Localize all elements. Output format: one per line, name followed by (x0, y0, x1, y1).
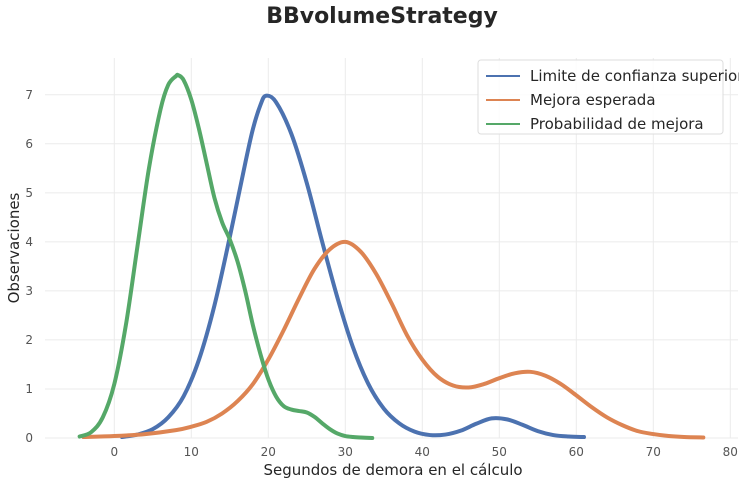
x-tick-label: 10 (184, 445, 199, 459)
x-tick-label: 60 (569, 445, 584, 459)
x-tick-label: 0 (110, 445, 118, 459)
y-tick-label: 4 (25, 235, 33, 249)
x-tick-label: 70 (646, 445, 661, 459)
y-axis-label: Observaciones (5, 192, 23, 303)
y-tick-label: 6 (25, 137, 33, 151)
series-lines (77, 72, 706, 440)
x-tick-label: 30 (338, 445, 353, 459)
y-tick-label: 5 (25, 186, 33, 200)
chart-title: BBvolumeStrategy (266, 4, 498, 29)
y-tick-label: 0 (25, 431, 33, 445)
y-tick-label: 2 (25, 333, 33, 347)
x-tick-label: 40 (415, 445, 430, 459)
y-tick-label: 7 (25, 88, 33, 102)
x-tick-label: 20 (261, 445, 276, 459)
series-line-limite-de-confianza-superior (120, 93, 586, 440)
series-line-mejora-esperada (81, 239, 706, 440)
y-tick-labels: 0 1 2 3 4 5 6 7 (25, 88, 33, 445)
y-tick-label: 1 (25, 382, 33, 396)
legend-label-limite-de-confianza-superior: Limite de confianza superior (530, 67, 739, 85)
legend-box (477, 59, 724, 135)
legend-label-probabilidad-de-mejora: Probabilidad de mejora (530, 115, 704, 133)
legend-label-mejora-esperada: Mejora esperada (530, 91, 656, 109)
series-line-probabilidad-de-mejora (77, 72, 375, 440)
x-axis-label: Segundos de demora en el cálculo (263, 461, 522, 479)
x-tick-label: 50 (492, 445, 507, 459)
x-tick-labels: 0 10 20 30 40 50 60 70 80 (110, 445, 737, 459)
x-tick-label: 80 (723, 445, 738, 459)
legend: Limite de confianza superior Mejora esper… (477, 59, 739, 135)
y-tick-label: 3 (25, 284, 33, 298)
